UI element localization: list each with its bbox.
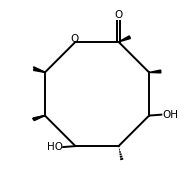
Polygon shape (34, 68, 45, 72)
Polygon shape (119, 36, 130, 42)
Text: OH: OH (162, 110, 178, 120)
Text: O: O (70, 33, 79, 43)
Polygon shape (149, 70, 161, 73)
Polygon shape (33, 116, 45, 121)
Text: HO: HO (47, 142, 63, 152)
Text: O: O (114, 10, 123, 20)
